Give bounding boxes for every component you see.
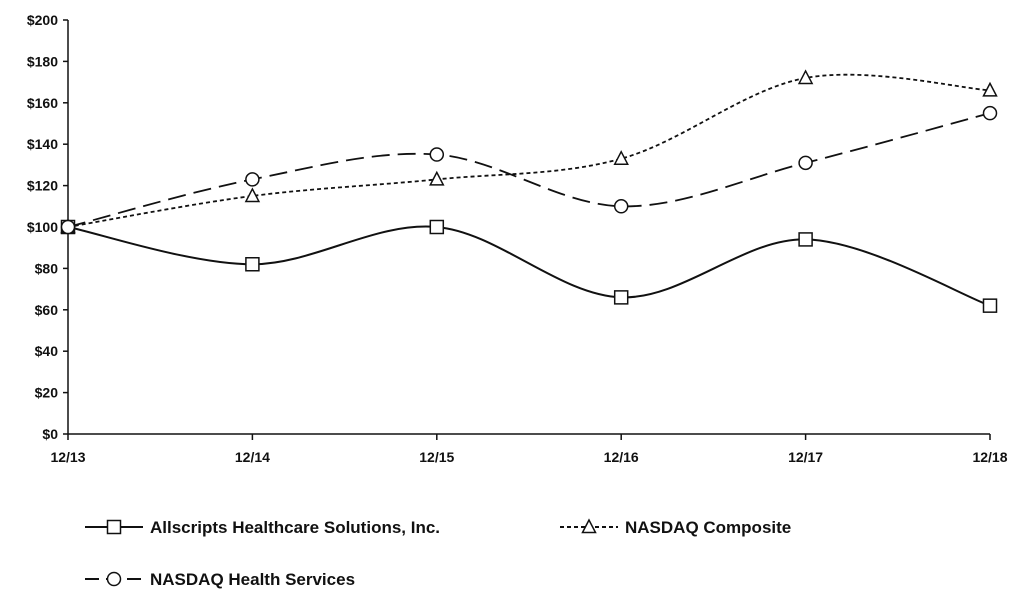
data-point <box>245 172 260 187</box>
data-point <box>613 150 629 165</box>
series-1 <box>60 69 998 234</box>
x-tick-label: 12/15 <box>419 449 454 465</box>
y-tick-label: $0 <box>42 426 58 442</box>
data-point <box>245 257 260 272</box>
y-tick-label: $140 <box>27 136 58 152</box>
y-tick-label: $120 <box>27 178 58 194</box>
data-point <box>797 69 814 85</box>
y-tick-label: $180 <box>27 53 58 69</box>
y-tick-label: $80 <box>35 260 59 276</box>
legend-label: NASDAQ Health Services <box>150 570 355 589</box>
legend-marker <box>581 518 597 534</box>
x-tick-label: 12/18 <box>972 449 1007 465</box>
series-0 <box>60 219 998 313</box>
y-tick-label: $40 <box>35 343 59 359</box>
y-tick-label: $100 <box>27 219 58 235</box>
legend-marker <box>106 519 122 535</box>
chart-axes: $0 $20 $40 $60 $80 $100 $120 $140 $160 $180 $200 12… <box>27 12 1008 465</box>
legend-marker <box>106 571 122 587</box>
y-tick-label: $60 <box>35 302 59 318</box>
series-line <box>67 73 991 228</box>
chart-legend: Allscripts Healthcare Solutions, Inc. NAS… <box>85 518 791 589</box>
data-point <box>429 219 445 235</box>
y-tick-label: $20 <box>35 385 59 401</box>
data-point <box>60 219 76 235</box>
x-tick-label: 12/14 <box>235 449 270 465</box>
y-tick-label: $200 <box>27 12 58 28</box>
legend-item: Allscripts Healthcare Solutions, Inc. <box>85 518 440 537</box>
series-line <box>67 225 991 307</box>
data-point <box>613 290 629 305</box>
data-point <box>982 81 998 97</box>
data-point <box>613 199 629 214</box>
data-point <box>429 170 445 186</box>
data-point <box>244 187 261 203</box>
data-point <box>982 298 998 313</box>
y-tick-label: $160 <box>27 95 58 111</box>
chart-series <box>60 69 998 313</box>
data-point <box>982 105 998 121</box>
legend-item: NASDAQ Composite <box>560 518 791 537</box>
data-point <box>798 232 813 247</box>
data-point <box>798 155 813 171</box>
data-point <box>429 147 445 162</box>
x-tick-label: 12/13 <box>50 449 85 465</box>
legend-label: NASDAQ Composite <box>625 518 791 537</box>
x-tick-label: 12/16 <box>604 449 639 465</box>
series-2 <box>60 105 998 235</box>
legend-label: Allscripts Healthcare Solutions, Inc. <box>150 518 440 537</box>
series-line <box>67 112 991 228</box>
legend-item: NASDAQ Health Services <box>85 570 355 589</box>
x-tick-label: 12/17 <box>788 449 823 465</box>
